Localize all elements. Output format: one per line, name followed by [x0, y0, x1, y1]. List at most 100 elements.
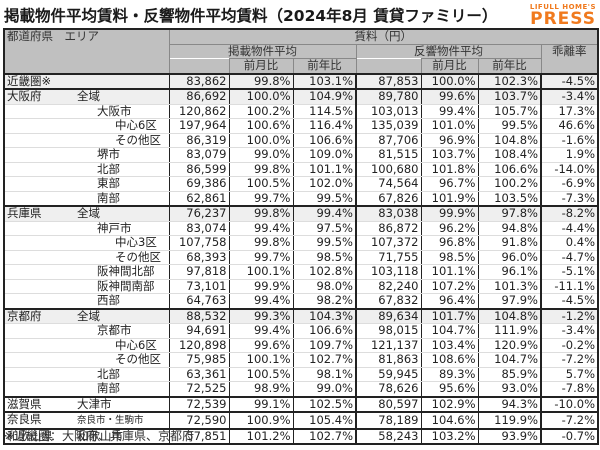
listed-cell: 120,862 — [168, 104, 230, 119]
resp-mom-cell: 99.6% — [420, 88, 479, 105]
footnote: ※近畿圏：大阪府、兵庫県、京都府 — [4, 429, 195, 443]
area-cell: 北部 — [3, 367, 170, 382]
listed-yoy-cell: 116.4% — [292, 118, 357, 134]
table-row: 西部 64,763 99.4% 98.2% 67,832 96.4% 97.9% -4.5% — [3, 293, 599, 309]
header-resp-mom: 前月比 — [420, 58, 479, 75]
resp-cell: 103,118 — [355, 264, 422, 280]
rent-table: 都道府県 エリア 賃料（円） 掲載物件平均 反響物件平均 乖離率 前月比 前年比… — [3, 28, 599, 445]
resp-yoy-cell: 106.6% — [477, 162, 542, 177]
listed-cell: 83,862 — [168, 72, 230, 90]
div-cell: -4.7% — [540, 250, 599, 265]
area-cell: その他区 — [3, 250, 170, 265]
listed-mom-cell: 99.1% — [228, 395, 294, 413]
resp-mom-cell: 101.9% — [420, 191, 479, 207]
listed-cell: 76,237 — [168, 205, 230, 222]
listed-cell: 107,758 — [168, 235, 230, 251]
resp-mom-cell: 96.7% — [420, 176, 479, 192]
table-row: その他区 68,393 99.7% 98.5% 71,755 98.5% 96.0% -4.7… — [3, 250, 599, 265]
resp-mom-cell: 101.0% — [420, 118, 479, 134]
prefecture-label: 大阪府 — [7, 89, 42, 103]
div-cell: 5.7% — [540, 367, 599, 382]
div-cell: -3.4% — [540, 323, 599, 339]
area-label: 堺市 — [97, 147, 120, 161]
resp-cell: 87,853 — [355, 72, 422, 90]
table-row: その他区 75,985 100.1% 102.7% 81,863 108.6% 104.7%… — [3, 352, 599, 368]
resp-mom-cell: 107.2% — [420, 279, 479, 294]
div-cell: -14.0% — [540, 162, 599, 177]
listed-mom-cell: 100.1% — [228, 264, 294, 280]
resp-cell: 78,626 — [355, 381, 422, 397]
div-cell: -6.9% — [540, 176, 599, 192]
div-cell: -10.0% — [540, 395, 599, 413]
table-row: 阪神間南部 73,101 99.9% 98.0% 82,240 107.2% 101.3% -… — [3, 279, 599, 294]
listed-mom-cell: 99.9% — [228, 279, 294, 294]
listed-yoy-cell: 99.0% — [292, 381, 357, 397]
table-row: 中心6区 120,898 99.6% 109.7% 121,137 103.4% 120.9… — [3, 338, 599, 353]
resp-cell: 86,872 — [355, 221, 422, 236]
listed-yoy-cell: 104.9% — [292, 88, 357, 105]
listed-yoy-cell: 99.4% — [292, 205, 357, 222]
div-cell: -8.2% — [540, 205, 599, 222]
listed-mom-cell: 101.2% — [228, 427, 294, 445]
table-row: 北部 86,599 99.8% 101.1% 100,680 101.8% 106.6% -1… — [3, 162, 599, 177]
resp-yoy-cell: 102.3% — [477, 72, 542, 90]
table-row: 兵庫県 全域 76,237 99.8% 99.4% 83,038 99.9% 97.8% -8.… — [3, 205, 599, 222]
area-label: その他区 — [115, 352, 161, 366]
div-cell: -11.1% — [540, 279, 599, 294]
resp-cell: 135,039 — [355, 118, 422, 134]
area-cell: 滋賀県 大津市 — [3, 395, 170, 413]
header-area: 都道府県 エリア — [3, 28, 170, 75]
table-row: 滋賀県 大津市 72,539 99.1% 102.5% 80,597 102.9% 94.3%… — [3, 395, 599, 413]
area-cell: 中心3区 — [3, 235, 170, 251]
resp-cell: 89,634 — [355, 307, 422, 324]
area-label: 大阪市 — [97, 104, 132, 118]
resp-yoy-cell: 97.8% — [477, 205, 542, 222]
brand-logo: LIFULL HOME'S PRESS — [530, 3, 596, 28]
area-label: 南部 — [97, 191, 120, 205]
prefecture-label: 和歌山県 — [7, 428, 53, 443]
listed-mom-cell: 99.7% — [228, 250, 294, 265]
resp-cell: 80,597 — [355, 395, 422, 413]
header-listed-blank — [168, 58, 230, 75]
listed-yoy-cell: 102.0% — [292, 176, 357, 192]
listed-yoy-cell: 103.1% — [292, 72, 357, 90]
header-listed-mom: 前月比 — [228, 58, 294, 75]
div-cell: -4.4% — [540, 221, 599, 236]
table-row: 大阪市 120,862 100.2% 114.5% 103,013 99.4% 105.7%… — [3, 104, 599, 119]
table-row: 大阪府 全域 86,692 100.0% 104.9% 89,780 99.6% 103.7%… — [3, 88, 599, 105]
area-cell: 西部 — [3, 293, 170, 309]
resp-yoy-cell: 93.9% — [477, 427, 542, 445]
listed-cell: 86,692 — [168, 88, 230, 105]
area-label: 大津市 — [77, 396, 112, 411]
table-row: 北部 63,361 100.5% 98.1% 59,945 89.3% 85.9% 5.7% — [3, 367, 599, 382]
resp-cell: 107,372 — [355, 235, 422, 251]
resp-mom-cell: 99.4% — [420, 104, 479, 119]
resp-cell: 89,780 — [355, 88, 422, 105]
listed-cell: 120,898 — [168, 338, 230, 353]
area-label: 和歌山市 — [77, 428, 123, 443]
resp-yoy-cell: 101.3% — [477, 279, 542, 294]
table-row: 神戸市 83,074 99.4% 97.5% 86,872 96.2% 94.8% -4.4% — [3, 221, 599, 236]
table-row: 中心3区 107,758 99.8% 99.5% 107,372 96.8% 91.8% 0.… — [3, 235, 599, 251]
resp-yoy-cell: 96.1% — [477, 264, 542, 280]
listed-yoy-cell: 105.4% — [292, 411, 357, 429]
area-cell: 兵庫県 全域 — [3, 205, 170, 222]
div-cell: -7.3% — [540, 191, 599, 207]
area-cell: 京都市 — [3, 323, 170, 339]
listed-yoy-cell: 101.1% — [292, 162, 357, 177]
header-resp-yoy: 前年比 — [477, 58, 542, 75]
area-cell: 大阪府 全域 — [3, 88, 170, 105]
listed-mom-cell: 100.9% — [228, 411, 294, 429]
area-cell: 大阪市 — [3, 104, 170, 119]
resp-cell: 67,832 — [355, 293, 422, 309]
resp-mom-cell: 96.4% — [420, 293, 479, 309]
logo-line1: LIFULL HOME'S — [529, 3, 596, 11]
listed-cell: 62,861 — [168, 191, 230, 207]
area-label: 全域 — [77, 308, 100, 323]
resp-mom-cell: 100.0% — [420, 72, 479, 90]
header-response-group: 反響物件平均 — [355, 43, 542, 59]
area-label: 北部 — [97, 162, 120, 176]
area-label: その他区 — [115, 133, 161, 147]
area-cell: 阪神間北部 — [3, 264, 170, 280]
area-label: 全域 — [77, 89, 100, 103]
